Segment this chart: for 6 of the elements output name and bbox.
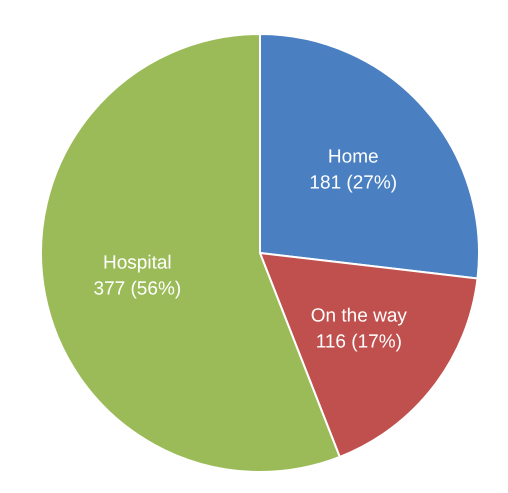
data-label: 181 (27%) [309,172,398,194]
slice-label: On the way [310,305,408,326]
slice-label: Home [328,146,379,168]
data-label: 116 (17%) [316,331,402,352]
slice-label: Hospital [103,252,172,274]
data-label: 377 (56%) [93,278,182,300]
